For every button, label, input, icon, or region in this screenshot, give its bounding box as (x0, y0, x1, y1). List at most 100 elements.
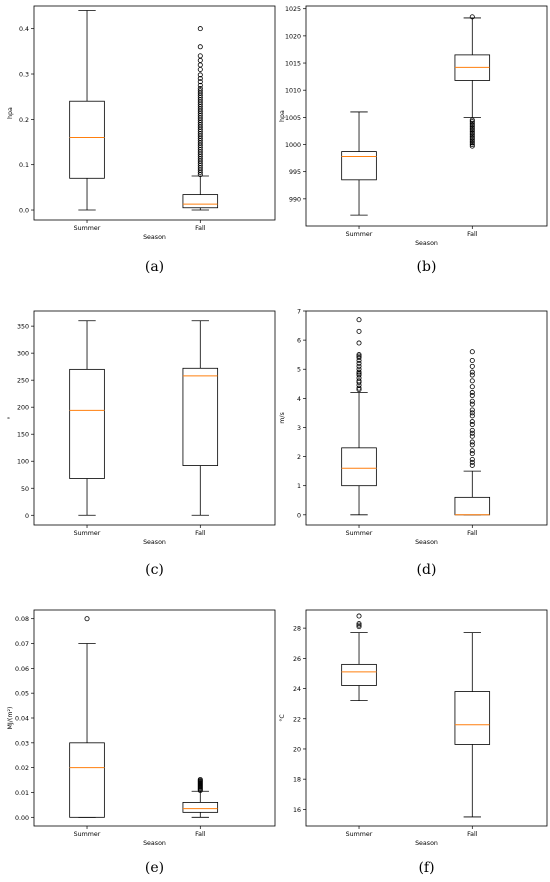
box-iqr (341, 663, 377, 686)
outlier-point (469, 439, 475, 445)
box-iqr (182, 194, 219, 209)
y-tick-label: 1000 (285, 142, 301, 149)
x-tick-label: Fall (467, 831, 478, 838)
x-axis-label: Season (143, 234, 166, 241)
outlier-point (469, 427, 475, 433)
y-tick-label: 995 (289, 169, 301, 176)
box-iqr (69, 368, 105, 479)
outlier-point (469, 130, 475, 136)
outlier-point (469, 413, 475, 419)
y-tick-label: 24 (293, 686, 301, 693)
box-summer (341, 317, 377, 516)
y-tick-label: 18 (293, 777, 301, 784)
outlier-point (469, 398, 475, 404)
x-tick-label: Summer (74, 225, 101, 232)
outlier-point (356, 352, 362, 358)
y-tick-label: 5 (297, 367, 301, 374)
outlier-point (197, 57, 203, 63)
outlier-point (356, 355, 362, 361)
box-iqr (69, 742, 105, 818)
panel-label: (a) (145, 259, 164, 275)
outlier-point (469, 390, 475, 396)
x-tick-label: Summer (346, 831, 373, 838)
y-tick-label: 100 (17, 459, 29, 466)
box-summer (69, 10, 105, 211)
outlier-point (356, 317, 362, 323)
outlier-point (356, 363, 362, 369)
box-fall (182, 320, 219, 516)
outlier-point (197, 66, 203, 72)
y-axis-label: MJ/(m²) (7, 707, 14, 730)
y-tick-label: 1020 (285, 33, 301, 40)
chart-panel-f: 16 18 20 22 24 26 28 °C Summer Fall Season (f) (278, 609, 548, 876)
y-tick-label: 7 (297, 309, 301, 316)
outlier-point (197, 53, 203, 59)
y-axis-label: ° (6, 416, 14, 419)
plot-frame (33, 5, 276, 221)
chart-panel-e: 0.00 0.01 0.02 0.03 0.04 0.05 0.06 0.07 0.08 MJ/(… (7, 609, 276, 876)
y-tick-label: 6 (297, 338, 301, 345)
x-axis-label: Season (415, 539, 438, 546)
outlier-point (469, 125, 475, 131)
box-iqr (454, 691, 491, 745)
outlier-point (469, 407, 475, 413)
y-tick-label: 0.04 (15, 716, 29, 723)
outlier-point (356, 328, 362, 334)
chart-panel-d: 0 1 2 3 4 5 6 7 m/s Summer Fall Season (d) (279, 309, 548, 578)
y-axis-label: m/s (279, 412, 286, 424)
y-axis-label: °C (278, 714, 286, 722)
x-tick-label: Summer (74, 530, 101, 537)
outlier-point (469, 419, 475, 425)
box-fall (454, 632, 491, 818)
outlier-point (469, 384, 475, 390)
outlier-point (356, 624, 362, 630)
outlier-point (469, 459, 475, 465)
y-tick-label: 22 (293, 716, 301, 723)
box-iqr (454, 496, 491, 516)
outlier-point (469, 422, 475, 428)
plot-frame (305, 609, 548, 827)
y-tick-label: 50 (21, 486, 29, 493)
box-summer (341, 111, 377, 216)
outlier-point (469, 363, 475, 369)
y-tick-label: 0.01 (15, 790, 29, 797)
y-tick-label: 0.4 (19, 26, 29, 33)
outlier-point (469, 143, 475, 149)
y-axis-label: hpa (7, 107, 14, 119)
y-tick-label: 250 (17, 378, 29, 385)
plot-frame (33, 310, 276, 526)
y-tick-label: 16 (293, 807, 301, 814)
outlier-point (469, 124, 475, 130)
outlier-point (197, 79, 203, 85)
outlier-point (469, 462, 475, 468)
box-fall (454, 349, 491, 516)
outlier-point (469, 410, 475, 416)
y-tick-label: 1025 (285, 6, 301, 13)
y-tick-label: 26 (293, 656, 301, 663)
outlier-point (356, 340, 362, 346)
outlier-point (356, 385, 362, 391)
panel-label: (d) (417, 562, 437, 578)
outlier-point (469, 401, 475, 407)
outlier-point (469, 14, 475, 20)
x-tick-label: Fall (467, 231, 478, 238)
x-tick-label: Summer (74, 831, 101, 838)
box-summer (341, 613, 377, 702)
outlier-point (469, 392, 475, 398)
y-tick-label: 0.03 (15, 740, 29, 747)
outlier-point (469, 122, 475, 128)
box-fall (182, 26, 219, 211)
outlier-point (356, 621, 362, 627)
outlier-point (197, 76, 203, 82)
box-summer (69, 616, 105, 818)
outlier-point (469, 127, 475, 133)
y-tick-label: 0.1 (19, 162, 29, 169)
panel-label: (e) (145, 860, 164, 876)
y-tick-label: 0.07 (15, 641, 29, 648)
y-tick-label: 1 (297, 483, 301, 490)
outlier-point (469, 132, 475, 138)
y-tick-label: 1010 (285, 88, 301, 95)
y-tick-label: 0.06 (15, 666, 29, 673)
outlier-point (84, 616, 90, 622)
